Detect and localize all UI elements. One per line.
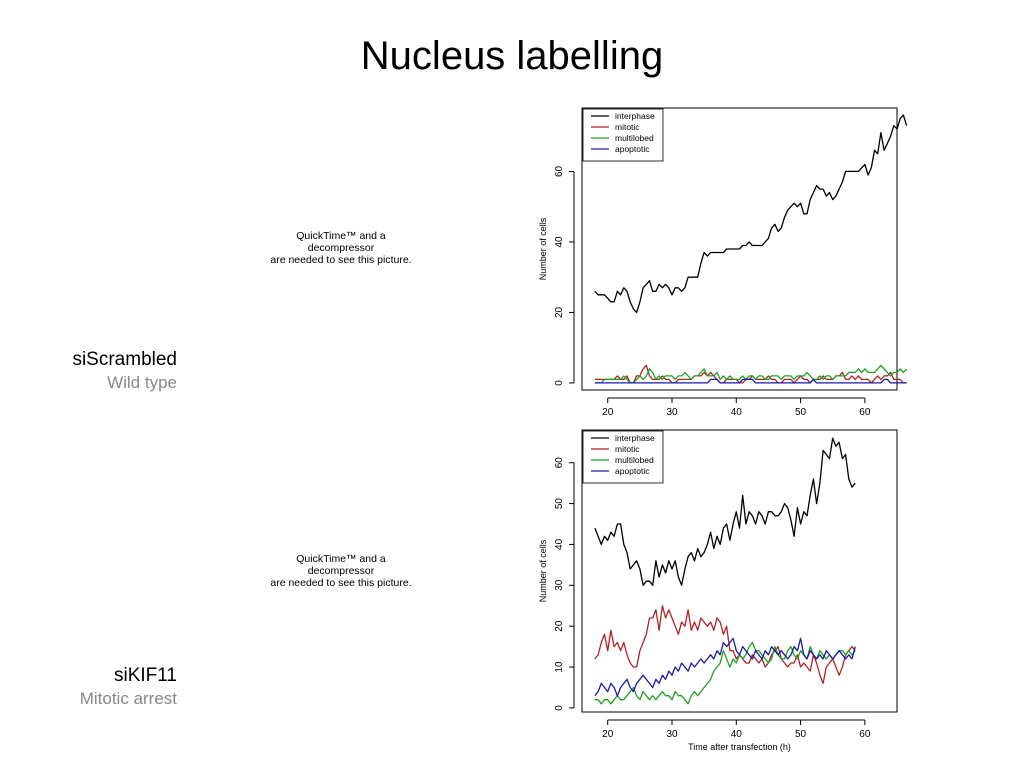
- quicktime-placeholder-top: QuickTime™ and a decompressor are needed…: [241, 230, 441, 266]
- plot-frame: [581, 429, 898, 713]
- row-name: siScrambled: [72, 349, 177, 370]
- placeholder-line: are needed to see this picture.: [270, 254, 412, 266]
- quicktime-placeholder-bottom: QuickTime™ and a decompressor are needed…: [241, 553, 441, 589]
- x-axis: 20 30 40 50 60: [602, 719, 871, 740]
- placeholder-line: QuickTime™ and a: [296, 553, 386, 565]
- y-tick-label: 20: [554, 306, 565, 318]
- y-tick-label: 40: [554, 538, 565, 550]
- series-line-interphase: [594, 437, 856, 586]
- legend-label: interphase: [615, 433, 655, 443]
- series-line-apoptotic: [594, 378, 907, 384]
- series-line-multilobed: [594, 364, 908, 384]
- x-axis-label: Time after transfection (h): [688, 742, 791, 752]
- y-tick-label: 10: [554, 661, 565, 673]
- y-tick-label: 60: [554, 457, 565, 469]
- x-tick-label: 50: [795, 407, 807, 418]
- legend-box: [582, 108, 664, 162]
- series-line-mitotic: [594, 364, 907, 384]
- y-axis: 0 20 40 60: [554, 165, 575, 386]
- legend-box: [582, 430, 664, 484]
- line-chart-siscrambled: 20 30 40 50 60 0 20 40 60 Number of cells interpha…: [538, 107, 908, 418]
- legend-label: mitotic: [615, 122, 640, 132]
- x-tick-label: 20: [602, 729, 614, 740]
- y-tick-label: 20: [554, 620, 565, 632]
- series-line-interphase: [594, 114, 908, 314]
- y-tick-label: 40: [554, 236, 565, 248]
- y-tick-label: 0: [554, 705, 565, 711]
- x-tick-label: 50: [795, 729, 807, 740]
- x-tick-label: 30: [666, 407, 678, 418]
- row-label-siscrambled: siScrambled Wild type: [7, 348, 177, 394]
- y-axis-label: Number of cells: [538, 217, 548, 280]
- row-subtitle: Wild type: [107, 373, 177, 392]
- x-tick-label: 60: [859, 729, 871, 740]
- legend-label: multilobed: [615, 455, 654, 465]
- plot-frame: [581, 107, 898, 391]
- y-tick-label: 30: [554, 579, 565, 591]
- x-tick-label: 30: [666, 729, 678, 740]
- legend-label: apoptotic: [615, 144, 650, 154]
- legend-label: multilobed: [615, 133, 654, 143]
- placeholder-line: are needed to see this picture.: [270, 577, 412, 589]
- x-tick-label: 40: [731, 407, 743, 418]
- y-axis-label: Number of cells: [538, 539, 548, 602]
- y-axis: 0 10 20 30 40 50 60: [554, 457, 575, 711]
- y-tick-label: 50: [554, 498, 565, 510]
- x-tick-label: 40: [731, 729, 743, 740]
- y-tick-label: 60: [554, 165, 565, 177]
- legend-label: interphase: [615, 111, 655, 121]
- x-tick-label: 20: [602, 407, 614, 418]
- line-chart-sikif11: 20 30 40 50 60 0 10 20 30 40 50 60 Number of cells Ti…: [538, 429, 898, 752]
- legend-label: mitotic: [615, 444, 640, 454]
- series-line-mitotic: [594, 605, 856, 685]
- legend-label: apoptotic: [615, 466, 650, 476]
- row-subtitle: Mitotic arrest: [79, 689, 177, 708]
- x-tick-label: 60: [859, 407, 871, 418]
- placeholder-line: QuickTime™ and a: [296, 230, 386, 242]
- series-line-multilobed: [594, 641, 856, 705]
- row-name: siKIF11: [113, 665, 177, 686]
- x-axis: 20 30 40 50 60: [602, 397, 871, 418]
- placeholder-line: decompressor: [307, 242, 375, 254]
- slide-title: Nucleus labelling: [360, 34, 664, 78]
- series-line-apoptotic: [594, 637, 856, 697]
- y-tick-label: 0: [554, 380, 565, 386]
- row-label-sikif11: siKIF11 Mitotic arrest: [7, 664, 177, 710]
- placeholder-line: decompressor: [307, 565, 375, 577]
